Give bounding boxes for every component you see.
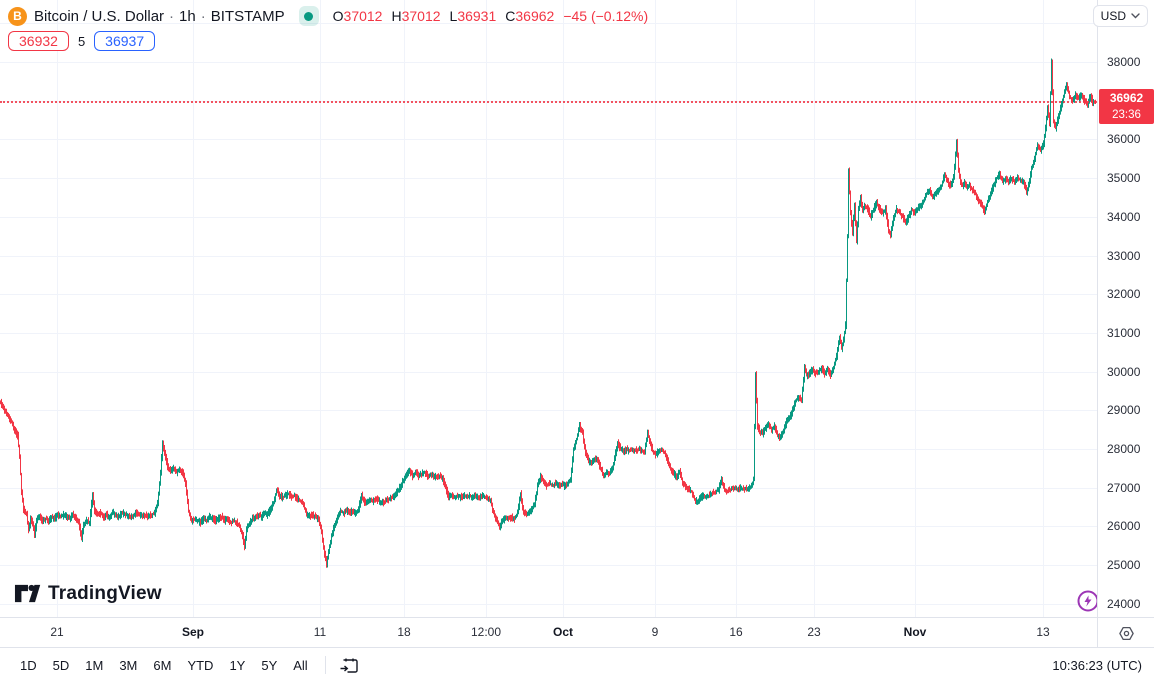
range-button-6m[interactable]: 6M [153,657,172,673]
price-axis-label: 32000 [1107,287,1141,302]
separator: · [169,7,175,25]
chevron-down-icon [1131,13,1140,19]
lightning-circle-icon [1077,590,1097,612]
boost-icon[interactable] [1076,589,1097,617]
bid-button[interactable]: 36932 [8,31,69,51]
price-axis-label: 35000 [1107,171,1141,186]
last-price-line [0,101,1097,103]
date-range-switcher: 1D 5D 1M 3M 6M YTD 1Y 5Y All [12,655,316,676]
time-axis-label: Nov [903,625,927,639]
axis-settings-corner[interactable] [1097,617,1154,648]
clock-utc[interactable]: 10:36:23 (UTC) [1052,657,1142,673]
market-open-dot-icon [304,11,314,21]
toolbar-divider [324,656,326,674]
time-axis-label: Oct [552,625,574,639]
range-button-3m[interactable]: 3M [119,657,138,673]
price-axis-label: 34000 [1107,209,1141,224]
range-button-ytd[interactable]: YTD [187,657,214,673]
symbol-title[interactable]: Bitcoin / U.S. Dollar [34,7,165,25]
currency-label: USD [1100,9,1126,23]
gear-icon[interactable] [1118,625,1135,642]
badge-price: 36962 [1109,91,1144,105]
go-to-date-icon [340,658,358,673]
time-axis-label: 23 [807,625,821,639]
interval-label[interactable]: 1h [179,7,196,25]
range-button-1y[interactable]: 1Y [229,657,246,673]
go-to-date-button[interactable] [335,653,364,678]
low-label: L [449,8,458,24]
time-axis[interactable]: 21 Sep 11 18 12:00 Oct 9 16 23 Nov 13 [0,617,1097,648]
open-value: 37012 [343,8,383,24]
change-value: −45 (−0.12%) [563,8,649,24]
price-axis-label: 33000 [1107,248,1141,263]
open-label: O [332,8,344,24]
candles-down [0,59,1096,568]
candles-up [29,58,1094,568]
time-axis-label: 21 [50,625,64,639]
ask-button[interactable]: 36937 [94,31,156,51]
spread-value: 5 [77,33,86,49]
range-button-all[interactable]: All [293,657,308,673]
time-axis-label: Sep [181,625,205,639]
low-value: 36931 [457,8,497,24]
separator: · [200,7,206,25]
badge-countdown: 23:36 [1112,109,1141,121]
range-button-1d[interactable]: 1D [20,657,37,673]
close-value: 36962 [515,8,555,24]
close-label: C [505,8,516,24]
price-axis-label: 29000 [1107,403,1141,418]
chart-plot-area[interactable] [0,0,1097,617]
price-axis-label: 25000 [1107,558,1141,573]
price-axis-label: 27000 [1107,480,1141,495]
time-axis-label: 12:00 [470,625,502,639]
currency-toggle-button[interactable]: USD [1092,5,1148,27]
high-label: H [391,8,402,24]
range-button-1m[interactable]: 1M [85,657,104,673]
time-axis-label: 13 [1036,625,1050,639]
tradingview-mark-icon [14,584,41,603]
price-axis-label: 36000 [1107,132,1141,147]
exchange-label: BITSTAMP [210,7,285,25]
last-price-badge: 36962 23:36 [1099,89,1154,124]
tradingview-logo-text: TradingView [48,582,162,604]
price-axis-label: 28000 [1107,442,1141,456]
time-axis-label: 9 [651,625,659,639]
bottom-toolbar: 1D 5D 1M 3M 6M YTD 1Y 5Y All 10:36:23 (UTC) [0,647,1154,682]
time-axis-label: 16 [729,625,743,639]
range-button-5d[interactable]: 5D [52,657,70,673]
range-button-5y[interactable]: 5Y [261,657,278,673]
price-axis-label: 26000 [1107,519,1141,534]
price-axis-label: 24000 [1107,596,1141,611]
price-axis-label: 31000 [1107,325,1141,340]
price-axis-label: 38000 [1107,55,1141,69]
candlestick-chart [0,0,1097,617]
time-axis-label: 18 [397,625,411,639]
tradingview-logo[interactable]: TradingView [14,581,162,606]
price-axis-label: 30000 [1107,364,1141,379]
market-status-pill[interactable] [298,6,319,26]
ohlc-values: O37012 H37012 L36931 C36962 −45 (−0.12%) [333,8,649,24]
bitcoin-icon: B [8,6,27,26]
high-value: 37012 [401,8,441,24]
symbol-legend[interactable]: B Bitcoin / U.S. Dollar · 1h · BITSTAMP … [8,6,648,26]
bid-ask-row: 36932 5 36937 [8,31,156,51]
time-axis-label: 11 [313,625,327,639]
